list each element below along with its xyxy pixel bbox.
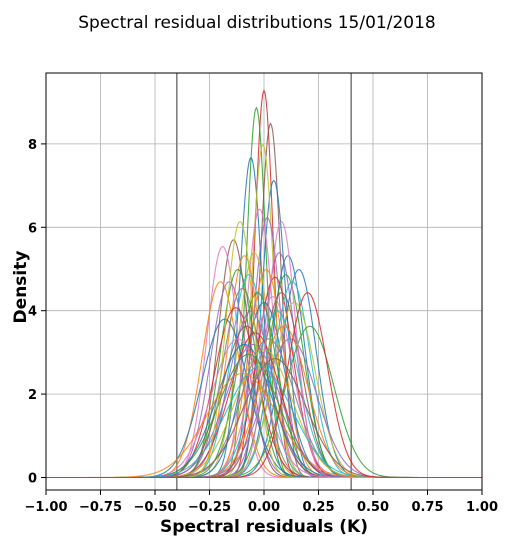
x-tick-label-5: 0.25: [302, 500, 334, 515]
x-tick-label-1: −0.75: [79, 500, 122, 515]
y-tick-label-0: 0: [28, 471, 37, 486]
grid-lines: [45, 73, 483, 490]
reference-lines: [176, 73, 353, 490]
y-tick-label-1: 2: [28, 388, 37, 403]
x-tick-label-4: 0.00: [248, 500, 280, 515]
y-axis-label: Density: [11, 251, 31, 324]
x-tick-label-2: −0.50: [134, 500, 177, 515]
x-tick-label-6: 0.50: [357, 500, 389, 515]
density-curve-49: [46, 292, 482, 479]
x-tick-label-3: −0.25: [188, 500, 231, 515]
y-tick-label-4: 8: [28, 138, 37, 153]
x-axis-label: Spectral residuals (K): [160, 517, 368, 537]
x-tick-label-8: 1.00: [466, 500, 498, 515]
chart-title: Spectral residual distributions 15/01/20…: [78, 13, 435, 33]
x-axis-ticks: −1.00 −0.75 −0.50 −0.25 0.00 0.25 0.50 0.75 1.00: [25, 490, 498, 515]
y-tick-label-3: 6: [28, 221, 37, 236]
x-tick-label-7: 0.75: [411, 500, 443, 515]
x-tick-label-0: −1.00: [25, 500, 68, 515]
y-axis-ticks: 0 2 4 6 8: [28, 138, 46, 486]
density-curves: [46, 89, 482, 479]
y-tick-label-2: 4: [28, 305, 37, 320]
